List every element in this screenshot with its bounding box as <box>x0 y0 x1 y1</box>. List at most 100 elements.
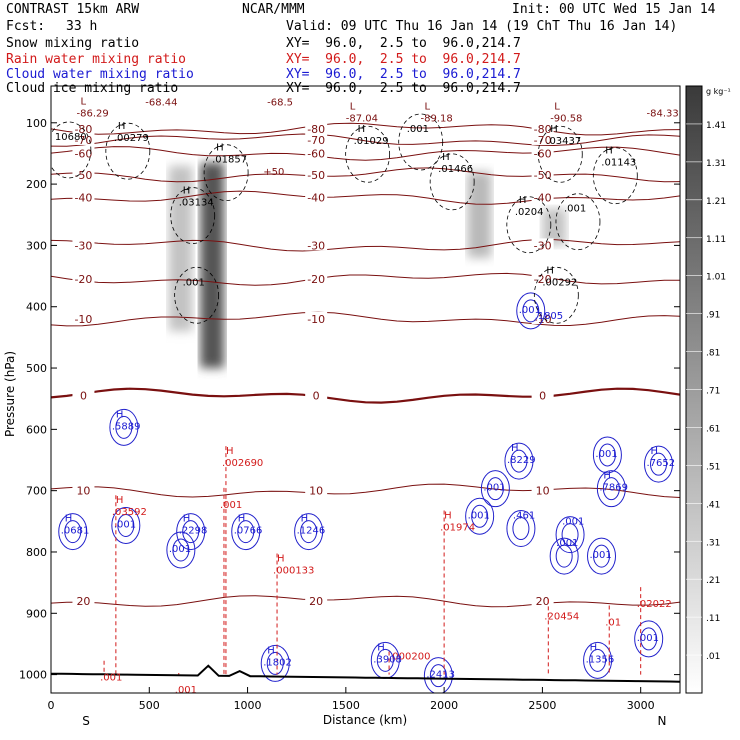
ice-contour <box>345 125 391 183</box>
rain-max-value: .01974 <box>440 523 475 534</box>
field-cloudwater-xy: XY= 96.0, 2.5 to 96.0,214.7 <box>286 67 521 82</box>
cloud-water-contour-inner <box>593 544 611 568</box>
isotherm <box>51 146 680 161</box>
ice-contour <box>429 153 475 211</box>
x-tick-label: 2000 <box>430 699 458 712</box>
temp-extremum-value: -68.5 <box>267 98 293 109</box>
cloud-water-contour <box>231 513 261 551</box>
isotherm <box>51 387 680 404</box>
cloud-water-max-marker: H <box>267 645 275 656</box>
isotherm-label: 0 <box>313 390 320 403</box>
cloud-water-contour <box>480 470 510 508</box>
isotherm-label-bg <box>305 272 328 285</box>
isotherm-label: -20 <box>534 273 552 286</box>
cloud-water-max-marker: H <box>301 514 309 525</box>
cloud-water-max-marker: H <box>511 443 519 454</box>
cloud-water-contour-inner <box>64 520 82 544</box>
cloud-water-max-marker: H <box>377 642 385 653</box>
isotherm <box>51 167 680 183</box>
cloud-water-max-value: .2413 <box>426 670 455 681</box>
isotherm-label: -30 <box>74 239 92 252</box>
cloud-water-contour <box>111 506 141 544</box>
y-tick-label: 200 <box>26 178 47 191</box>
colorbar-label: 1.41 <box>706 121 726 131</box>
field-cloudice-name: Cloud ice mixing ratio <box>6 81 179 96</box>
isotherm-label-bg <box>531 146 554 159</box>
snow-max-marker: H <box>546 265 554 276</box>
cloud-water-max-value: .5889 <box>112 421 141 432</box>
isotherm-label-bg <box>72 272 95 285</box>
cloud-water-contour <box>549 537 579 575</box>
cloud-water-max-marker: H <box>183 514 191 525</box>
org-label: NCAR/MMM <box>242 2 305 17</box>
temp-extremum-value: -90.58 <box>550 114 582 125</box>
ice-contour <box>555 193 601 251</box>
snow-max-marker: H <box>358 124 366 135</box>
cloud-water-contour <box>504 442 534 480</box>
cloud-water-max-value: .7869 <box>599 483 628 494</box>
snow-max-marker: H <box>605 146 613 157</box>
isotherm-label: -30 <box>307 239 325 252</box>
plot-frame <box>50 85 681 694</box>
isotherm-label-bg <box>305 483 328 496</box>
ice-contour <box>105 122 151 180</box>
cloud-water-contour <box>109 408 139 446</box>
cloud-water-contour-inner <box>486 477 504 501</box>
model-title: CONTRAST 15km ARW <box>6 2 140 17</box>
cloud-water-contour-inner <box>598 443 616 467</box>
snow-max-value: .03437 <box>546 136 581 147</box>
isotherm-label-bg <box>305 132 328 145</box>
ice-contour <box>592 147 638 205</box>
cloud-water-contour <box>260 644 290 682</box>
isotherm-label-bg <box>531 167 554 180</box>
cloud-water-contour-inner <box>555 544 573 568</box>
cloud-water-contour-inner <box>650 452 668 476</box>
temp-extremum-value: -89.18 <box>420 114 452 125</box>
isotherm-label-bg <box>305 190 328 203</box>
snow-max-value: .01466 <box>438 164 473 175</box>
isotherm-label: -70 <box>534 134 552 147</box>
ice-contour <box>506 196 552 254</box>
isotherm-label: -20 <box>74 273 92 286</box>
isotherm-label: -70 <box>307 134 325 147</box>
colorbar-label: .81 <box>706 349 720 359</box>
colorbar: g kg⁻¹ 1.41 1.31 1.21 1.11 1.01 .91 .81 .71 .61.… <box>685 85 731 694</box>
isotherm-label-bg <box>72 190 95 203</box>
cloud-water-max-marker: H <box>116 409 124 420</box>
temp-extremum-marker: L <box>554 102 560 113</box>
rain-max-value: .03592 <box>112 507 147 518</box>
colorbar-label: .31 <box>706 538 720 548</box>
cloud-water-max-value: .001 <box>595 449 617 460</box>
temp-extremum-value: -87.04 <box>346 114 378 125</box>
isotherm-label: -50 <box>307 169 325 182</box>
isotherm-label: -50 <box>534 169 552 182</box>
isotherm <box>51 311 680 327</box>
x-tick-label: 1500 <box>332 699 360 712</box>
x-tick-label: 0 <box>48 699 55 712</box>
rain-max-value: .002690 <box>222 458 263 469</box>
cloud-water-max-value: .001 <box>468 510 490 521</box>
snow-max-value: .001 <box>564 204 586 215</box>
cloud-water-contour-inner <box>429 664 447 688</box>
cloud-water-contour <box>516 292 546 330</box>
cloud-water-max-marker: H <box>590 642 598 653</box>
cloud-water-max-value: .001 <box>169 544 191 555</box>
isotherm-label-bg <box>531 311 554 324</box>
isotherm <box>51 133 680 147</box>
isotherm-label: -40 <box>307 192 325 205</box>
cloud-water-contour <box>644 445 674 483</box>
colorbar-label: 1.11 <box>706 235 726 245</box>
cloud-water-max-value: .8229 <box>507 455 536 466</box>
cloud-water-contour-inner <box>376 648 394 672</box>
field-snow-name: Snow mixing ratio <box>6 36 140 51</box>
cloud-water-max-value: .001 <box>114 519 136 530</box>
snow-column <box>200 162 225 369</box>
rain-max-value: .001 <box>175 685 197 696</box>
cloud-water-contour <box>176 513 206 551</box>
y-tick-label: 600 <box>26 423 47 436</box>
isotherm-label-bg <box>305 594 328 607</box>
isotherm-label: -50 <box>74 169 92 182</box>
cloud-water-max-value: .001 <box>483 483 505 494</box>
cloud-water-max-marker: H <box>651 446 659 457</box>
